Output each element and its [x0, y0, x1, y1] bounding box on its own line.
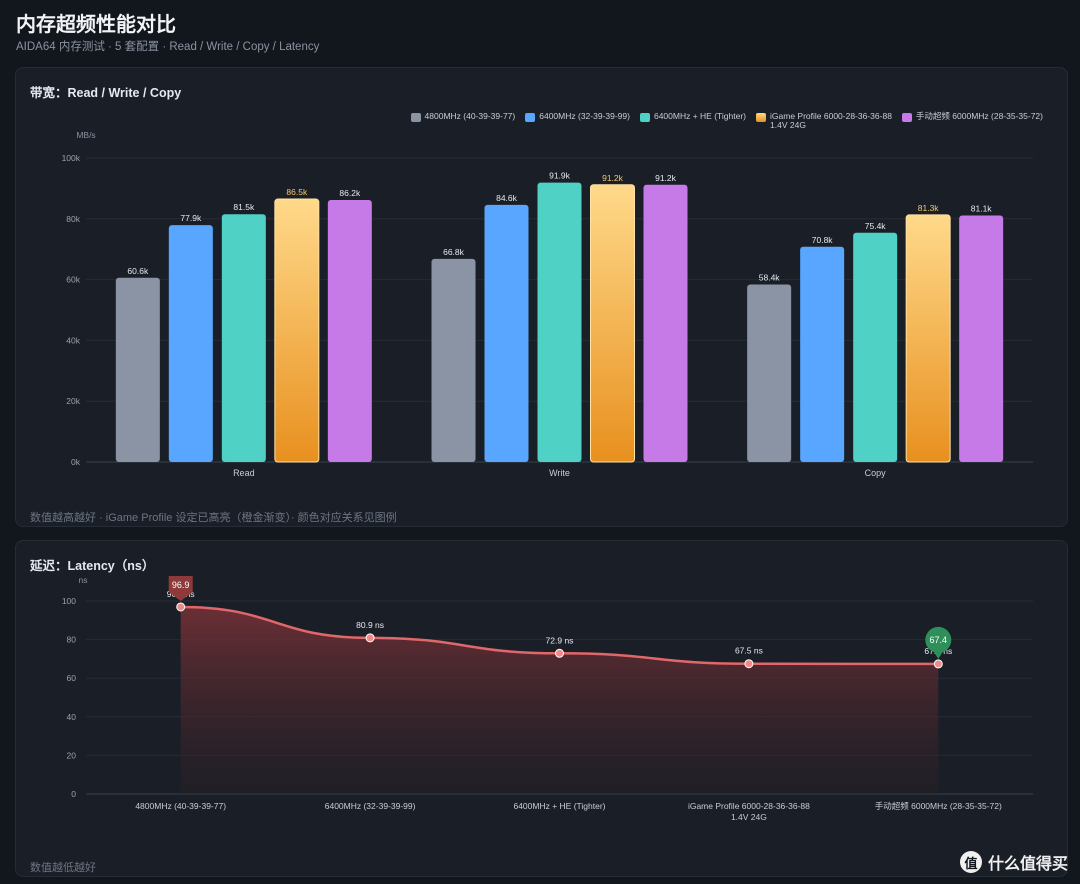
latency-note: 数值越低越好	[30, 862, 96, 874]
legend-swatch	[525, 113, 536, 122]
legend-swatch	[639, 113, 650, 122]
y-tick-label: 0k	[71, 457, 81, 467]
bar-data-label: 60.6k	[127, 266, 149, 276]
bar-data-label: 84.6k	[496, 193, 518, 203]
bar	[800, 246, 845, 462]
bar-data-label: 75.4k	[865, 221, 887, 231]
y-tick-label: 80	[67, 635, 77, 645]
bar	[590, 184, 635, 463]
bar	[959, 215, 1004, 462]
bar-data-label: 77.9k	[180, 213, 202, 223]
legend-item: 6400MHz (32-39-39-99)	[525, 112, 630, 122]
point-data-label: 72.9 ns	[546, 635, 574, 645]
min-marker-label: 67.4	[930, 635, 948, 645]
bar-data-label: 81.1k	[971, 203, 993, 213]
legend-swatch	[901, 113, 912, 122]
bar-data-label: 66.8k	[443, 247, 465, 257]
bar	[115, 277, 160, 462]
legend-label: 6400MHz + HE (Tighter)	[653, 111, 747, 121]
bar	[484, 204, 529, 463]
legend-label: iGame Profile 6000-28-36-36-88 1.4V 24G	[770, 111, 892, 130]
x-category-label: 4800MHz (40-39-39-77)	[135, 801, 226, 811]
legend-label: 手动超频 6000MHz (28-35-35-72)	[915, 111, 1043, 121]
bar	[274, 198, 320, 463]
legend-label: 4800MHz (40-39-39-77)	[424, 111, 516, 121]
x-category-label: 手动超频 6000MHz (28-35-35-72)	[875, 801, 1002, 811]
bar	[853, 232, 898, 462]
bar-data-label: 81.3k	[918, 203, 940, 213]
bar-data-label: 86.2k	[339, 188, 361, 198]
legend-item: 手动超频 6000MHz (28-35-35-72)	[901, 111, 1043, 122]
latency-panel-title: 延迟：Latency（ns）	[30, 559, 155, 573]
legend-label: 6400MHz (32-39-39-99)	[539, 111, 630, 121]
watermark-logo: 值	[959, 851, 982, 873]
y-axis-unit: MB/s	[76, 130, 95, 140]
y-tick-label: 20k	[66, 396, 80, 406]
bar	[327, 199, 372, 462]
y-tick-label: 60	[67, 673, 77, 683]
latency-area	[180, 606, 939, 794]
page-subtitle: AIDA64 内存测试 · 5 套配置 · Read / Write / Cop…	[16, 41, 320, 53]
watermark: 值 什么值得买	[959, 850, 1068, 874]
bar-data-label: 70.8k	[812, 235, 834, 245]
bandwidth-chart: MB/s 0k 20k 40k 60k 80k 100k Read 60.6k 77.9k 81.5…	[62, 130, 1033, 478]
y-tick-label: 20	[67, 750, 77, 760]
legend-swatch	[410, 113, 421, 122]
data-point	[176, 602, 186, 612]
y-tick-label: 80k	[66, 214, 80, 224]
bandwidth-note: 数值越高越好 · iGame Profile 设定已高亮（橙金渐变）· 颜色对应…	[30, 512, 397, 524]
bar	[168, 225, 213, 462]
max-marker-label: 96.9	[172, 580, 190, 590]
y-tick-label: 100	[62, 596, 76, 606]
legend-swatch	[756, 113, 767, 122]
bar	[643, 184, 688, 462]
x-category-label: 1.4V 24G	[731, 812, 767, 822]
x-category-label: Write	[549, 468, 570, 478]
data-point	[744, 659, 754, 669]
bar-data-label: 58.4k	[759, 272, 781, 282]
min-marker: 67.4	[925, 626, 952, 659]
legend-item: iGame Profile 6000-28-36-36-88 1.4V 24G	[756, 112, 892, 130]
y-tick-label: 60k	[66, 275, 80, 285]
legend-item: 6400MHz + HE (Tighter)	[639, 111, 747, 122]
x-category-label: iGame Profile 6000-28-36-36-88	[688, 801, 810, 811]
bar-data-label: 91.2k	[655, 173, 677, 183]
y-tick-label: 100k	[62, 153, 81, 163]
x-category-label: 6400MHz (32-39-39-99)	[325, 801, 416, 811]
bar	[221, 214, 266, 462]
bandwidth-panel-title: 带宽：Read / Write / Copy	[30, 86, 182, 100]
data-point	[365, 633, 375, 643]
min-marker-bubble	[925, 626, 952, 653]
page-title: 内存超频性能对比	[16, 14, 176, 36]
y-tick-label: 40k	[66, 335, 80, 345]
y-tick-label: 40	[67, 712, 77, 722]
bar	[537, 182, 582, 462]
bar	[747, 284, 792, 462]
y-tick-label: 0	[71, 789, 76, 799]
bar	[905, 214, 951, 463]
x-category-label: Copy	[865, 468, 887, 478]
min-marker-tail	[933, 650, 944, 659]
latency-panel: 延迟：Latency（ns） ns02040608010096.9 ns4800…	[15, 540, 1068, 877]
latency-chart: ns02040608010096.9 ns4800MHz (40-39-39-7…	[62, 575, 1033, 822]
y-axis-unit: ns	[79, 575, 88, 585]
max-marker: 96.9	[168, 575, 193, 601]
point-data-label: 80.9 ns	[356, 620, 384, 630]
bar-data-label: 86.5k	[286, 187, 308, 197]
x-category-label: 6400MHz + HE (Tighter)	[513, 801, 605, 811]
legend-item: 4800MHz (40-39-39-77)	[410, 111, 516, 122]
watermark-text: 什么值得买	[987, 856, 1068, 873]
bar-data-label: 91.9k	[549, 171, 571, 181]
bar	[431, 258, 476, 462]
bar-data-label: 91.2k	[602, 173, 624, 183]
bandwidth-legend: 4800MHz (40-39-39-77) 6400MHz (32-39-39-9…	[410, 111, 1043, 130]
point-data-label: 67.5 ns	[735, 646, 763, 656]
bandwidth-panel: 带宽：Read / Write / Copy 4800MHz (40-39-39…	[15, 67, 1068, 527]
x-category-label: Read	[233, 468, 255, 478]
max-marker-pin	[168, 575, 193, 601]
data-point	[933, 659, 943, 669]
data-point	[555, 648, 564, 658]
bar-data-label: 81.5k	[233, 202, 255, 212]
